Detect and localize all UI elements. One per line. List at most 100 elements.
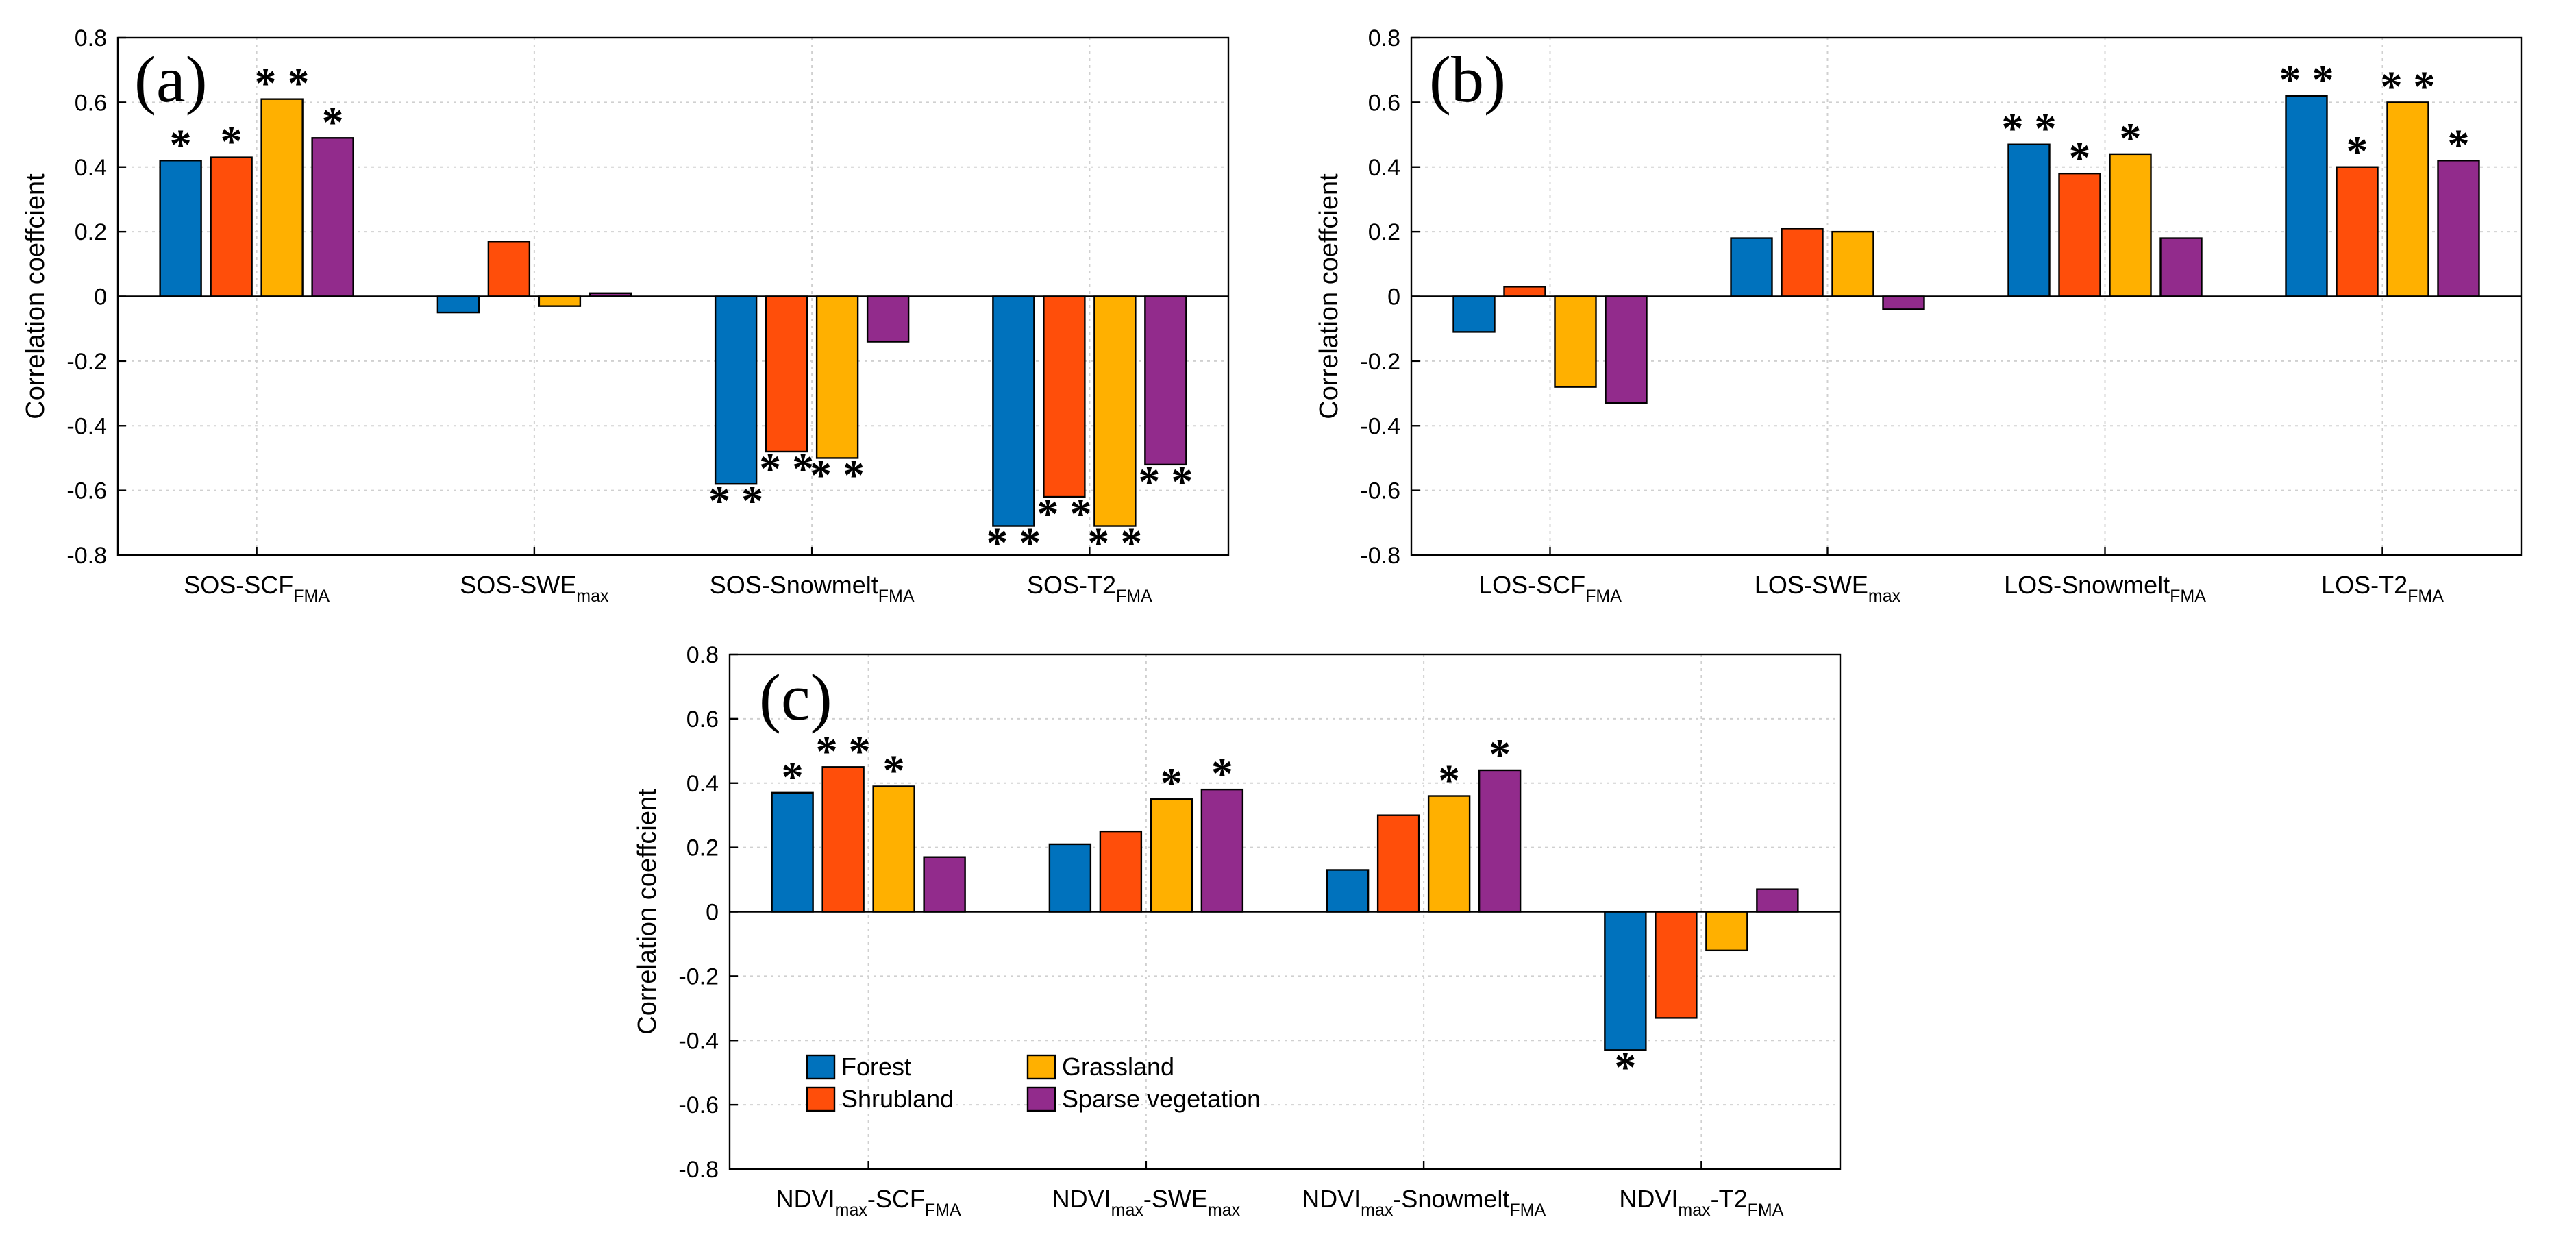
x-category-label: SOS-SWEmax (460, 571, 609, 606)
significance-marker: * (2069, 133, 2091, 182)
x-category-label: LOS-T2FMA (2321, 571, 2444, 606)
bar (714, 295, 758, 485)
legend-label: Sparse vegetation (1062, 1085, 1261, 1113)
bar (1705, 911, 1748, 952)
y-tick-label: 0.4 (75, 155, 107, 181)
bar (1144, 295, 1187, 466)
axes-box (728, 653, 1842, 1170)
bar (1150, 798, 1193, 913)
bar (2285, 95, 2328, 297)
bar (1326, 869, 1370, 913)
significance-marker: * (1489, 730, 1511, 778)
significance-marker: * (1161, 759, 1182, 807)
y-tick-label: -0.4 (66, 413, 107, 439)
x-category-label: LOS-SnowmeltFMA (2004, 571, 2206, 606)
y-axis-label: Correlation coeffcient (633, 789, 662, 1035)
panel-label: (c) (759, 661, 832, 734)
y-tick-label: 0.6 (1368, 90, 1400, 116)
bar (992, 295, 1035, 527)
y-axis-label: Correlation coeffcient (1315, 173, 1343, 419)
significance-marker: * * (1138, 457, 1193, 506)
bar (1730, 237, 1773, 297)
legend: Forest Grassland Shrubland Sparse vegetatio… (806, 1053, 1261, 1113)
bar (1781, 228, 1824, 297)
axes-box (1410, 36, 2523, 556)
bar (1604, 911, 1647, 1051)
bar (260, 98, 304, 297)
significance-marker: * * (810, 450, 865, 499)
bar (159, 160, 202, 297)
y-tick-label: -0.2 (678, 963, 719, 990)
bar (1427, 795, 1471, 913)
y-tick-label: 0 (706, 900, 719, 926)
y-tick-label: -0.6 (1360, 478, 1400, 504)
x-category-label: SOS-SnowmeltFMA (710, 571, 915, 606)
y-tick-label: 0.2 (686, 835, 719, 861)
significance-marker: * * (986, 519, 1041, 567)
x-category-label: NDVImax-T2FMA (1619, 1185, 1783, 1220)
y-tick-label: -0.8 (1360, 543, 1400, 569)
bar (436, 295, 480, 314)
legend-label: Shrubland (841, 1085, 954, 1113)
significance-marker: * * (1087, 519, 1142, 567)
bar (1605, 295, 1648, 404)
panel-label: (b) (1429, 42, 1506, 116)
y-tick-label: -0.8 (678, 1157, 719, 1183)
y-tick-label: 0.8 (75, 25, 107, 51)
bar (1452, 295, 1496, 333)
bar (923, 856, 966, 913)
bar (1831, 230, 1874, 297)
bar (765, 295, 808, 453)
bar (2437, 160, 2480, 297)
significance-marker: * (1614, 1042, 1636, 1091)
significance-marker: * (170, 120, 192, 169)
y-tick-label: -0.8 (66, 543, 107, 569)
y-tick-label: 0 (94, 284, 107, 310)
y-tick-label: -0.4 (1360, 413, 1400, 439)
bar (1376, 814, 1420, 913)
axes-box (116, 36, 1230, 556)
bar (866, 295, 910, 343)
significance-marker: * (2120, 114, 2142, 162)
bar (1200, 788, 1244, 913)
legend-swatch (806, 1054, 836, 1080)
y-axis-label: Correlation coeffcient (21, 173, 50, 419)
bar (2007, 143, 2051, 297)
y-tick-label: -0.4 (678, 1028, 719, 1054)
bar (210, 156, 253, 297)
panel-b: -0.8-0.6-0.4-0.200.20.40.60.8* ** ** *** … (1315, 25, 2523, 606)
bar (2386, 101, 2429, 297)
panel-c: -0.8-0.6-0.4-0.200.20.40.60.8*** * * * ** *N… (633, 642, 1842, 1220)
bar (538, 295, 582, 307)
legend-swatch (1026, 1086, 1056, 1112)
bar (1048, 843, 1092, 913)
bar (2336, 166, 2379, 297)
bar (1093, 295, 1137, 527)
bar (487, 241, 531, 297)
bar (2058, 172, 2101, 297)
significance-marker: * * (255, 59, 310, 108)
x-category-label: LOS-SCFFMA (1478, 571, 1622, 606)
significance-marker: * (221, 117, 243, 166)
x-category-label: NDVImax-SCFFMA (776, 1185, 961, 1220)
y-tick-label: 0.6 (686, 707, 719, 733)
significance-marker: * (782, 752, 804, 801)
y-tick-label: 0 (1387, 284, 1400, 310)
y-tick-label: 0.2 (1368, 219, 1400, 245)
significance-marker: * * (708, 476, 763, 525)
x-category-label: SOS-SCFFMA (184, 571, 330, 606)
bar (815, 295, 859, 459)
bar (1554, 295, 1597, 388)
bar (1099, 830, 1143, 913)
significance-marker: * * (2279, 56, 2334, 104)
legend-swatch (806, 1086, 836, 1112)
significance-marker: * * (2002, 104, 2057, 153)
y-tick-label: 0.2 (75, 219, 107, 245)
panel-a: -0.8-0.6-0.4-0.200.20.40.60.8** ** *** *… (21, 25, 1230, 606)
y-tick-label: -0.6 (678, 1092, 719, 1118)
bar (2109, 153, 2152, 297)
significance-marker: * (883, 746, 905, 794)
y-tick-label: -0.2 (66, 349, 107, 375)
bar (1655, 911, 1698, 1019)
significance-marker: * (2448, 120, 2470, 169)
